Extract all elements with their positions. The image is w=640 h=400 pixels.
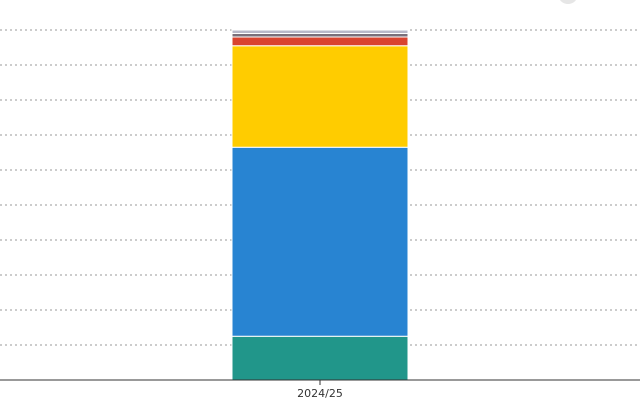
bar-segment [231,335,409,381]
bar-segment [231,33,409,38]
menu-button[interactable] [558,0,578,4]
bar-segment [231,36,409,47]
bar-segment [231,45,409,148]
x-tick-label: 2024/25 [297,387,343,400]
bar-segment [231,146,409,337]
bar-segment [231,29,409,34]
